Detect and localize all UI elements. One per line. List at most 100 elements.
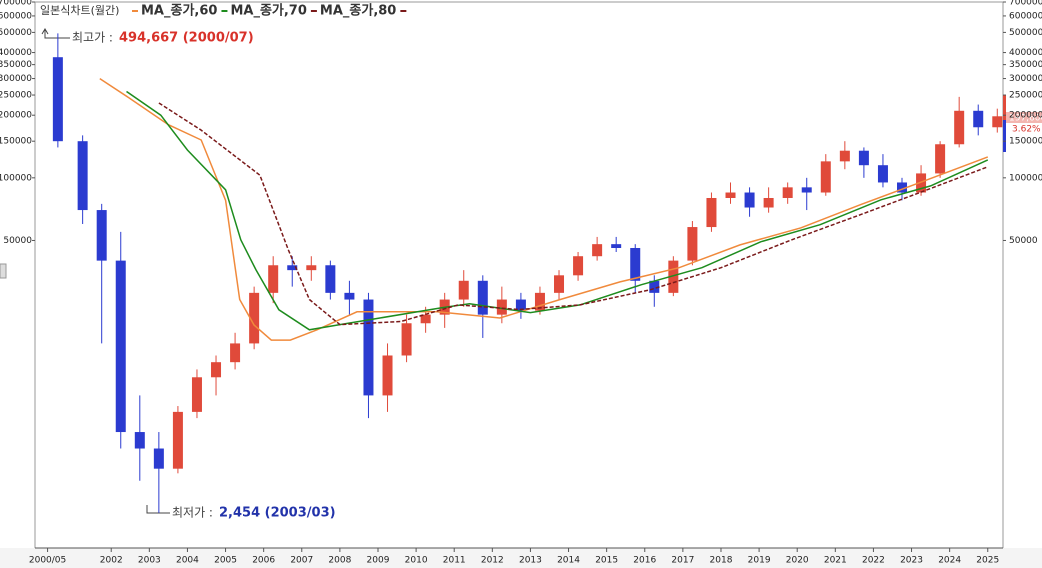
high-arrowhead (41, 28, 49, 35)
x-tick-label: 2021 (824, 556, 847, 566)
candle-body (496, 299, 507, 315)
candle-body (820, 161, 831, 193)
x-tick-label: 2022 (862, 556, 885, 566)
x-tick-label: 2010 (405, 556, 428, 566)
x-tick-label: 2002 (100, 556, 123, 566)
x-tick-label: 2006 (252, 556, 275, 566)
candle-body (763, 197, 774, 208)
x-tick-label: 2015 (595, 556, 618, 566)
x-tick-label: 2004 (176, 556, 199, 566)
x-tick-label: 2024 (938, 556, 961, 566)
y-tick-label: 150000 (0, 137, 32, 147)
candle-body (573, 256, 584, 276)
candle-body (649, 280, 660, 293)
right-range-down (1003, 120, 1006, 152)
ma-line (99, 77, 989, 341)
y-tick-label-right: 100000 (1009, 173, 1042, 183)
x-tick-label: 2023 (900, 556, 923, 566)
candle-body (973, 110, 984, 128)
chart-title: 일본식차트(월간) (40, 3, 119, 17)
high-pointer (44, 30, 70, 39)
last-price-box (1006, 112, 1042, 123)
y-tick-label-right: 300000 (1009, 74, 1042, 84)
x-tick-label: 2019 (748, 556, 771, 566)
candle-body (477, 280, 488, 315)
candle-body (782, 187, 793, 198)
candle-body (77, 141, 88, 211)
candle-body (401, 323, 412, 356)
y-tick-label-right: 500000 (1009, 28, 1042, 38)
legend-label: MA_종가,60 (141, 4, 217, 19)
last-price: 197,600 (1009, 114, 1042, 124)
x-tick-label: 2025 (976, 556, 999, 566)
x-tick-label: 2011 (443, 556, 466, 566)
candle-body (916, 173, 927, 193)
candle-body (134, 432, 145, 449)
x-tick-label: 2007 (290, 556, 313, 566)
candle-body (611, 244, 622, 248)
candle-body (725, 192, 736, 198)
x-tick-label: 2009 (367, 556, 390, 566)
candle-body (268, 265, 279, 293)
candle-body (935, 144, 946, 174)
y-tick-label: 350000 (0, 60, 32, 70)
candle-body (382, 355, 393, 396)
candle-body (52, 57, 63, 142)
candle-body (515, 299, 526, 311)
low-pointer (146, 505, 170, 514)
candle-body (172, 411, 183, 469)
candle-body (191, 377, 202, 412)
candle-body (687, 227, 698, 261)
y-tick-label: 500000 (0, 28, 32, 38)
side-handle (0, 263, 7, 279)
candle-body (706, 197, 717, 228)
x-tick-label: 2000/05 (29, 556, 66, 566)
x-tick-label: 2016 (633, 556, 656, 566)
right-range-up (1003, 95, 1006, 120)
candle-body (592, 244, 603, 257)
y-tick-label-right: 600000 (1009, 11, 1042, 21)
y-tick-label: 100000 (0, 173, 32, 183)
candle-body (554, 275, 565, 293)
y-tick-label: 600000 (0, 11, 32, 21)
high-value: 494,667 (2000/07) (119, 31, 254, 46)
candle-body (306, 265, 317, 271)
candle-body (839, 150, 850, 162)
x-tick-label: 2018 (710, 556, 733, 566)
candle-body (230, 343, 241, 363)
y-tick-label-right: 700000 (1009, 0, 1042, 8)
low-label: 최저가 : (172, 506, 213, 520)
candle-body (249, 292, 260, 344)
x-tick-label: 2008 (328, 556, 351, 566)
x-tick-label: 2005 (214, 556, 237, 566)
y-tick-label-right: 350000 (1009, 60, 1042, 70)
x-tick-label: 2017 (671, 556, 694, 566)
candle-body (420, 314, 431, 324)
candle-body (858, 150, 869, 166)
low-value: 2,454 (2003/03) (219, 506, 336, 521)
candle-body (211, 362, 222, 378)
change-pct: 3.62% (1012, 125, 1041, 135)
candle-body (744, 192, 755, 208)
y-tick-label: 400000 (0, 48, 32, 58)
candle-body (153, 448, 164, 469)
y-tick-label: 250000 (0, 91, 32, 101)
candle-body (992, 116, 1003, 128)
y-tick-label: 50000 (3, 236, 32, 246)
candle-body (363, 299, 374, 396)
x-tick-label: 2014 (557, 556, 580, 566)
x-axis-band (0, 548, 1042, 568)
candle-body (287, 265, 298, 271)
candle-body (344, 292, 355, 300)
x-tick-label: 2013 (519, 556, 542, 566)
y-tick-label: 200000 (0, 111, 32, 121)
ma-line (158, 102, 989, 326)
y-tick-label: 300000 (0, 74, 32, 84)
candle-body (877, 165, 888, 183)
y-tick-label-right: 400000 (1009, 48, 1042, 58)
candle-body (458, 280, 469, 300)
candle-body (325, 265, 336, 293)
ma-line (126, 90, 989, 331)
candle-body (534, 292, 545, 311)
